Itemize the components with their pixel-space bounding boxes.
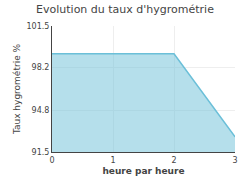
svg-text:Evolution du taux d'hygrométri: Evolution du taux d'hygrométrie: [36, 3, 214, 16]
svg-text:98.2: 98.2: [32, 63, 50, 72]
svg-text:94.8: 94.8: [32, 106, 50, 115]
svg-text:3: 3: [232, 156, 237, 165]
svg-text:91.5: 91.5: [32, 148, 50, 157]
svg-text:heure par heure: heure par heure: [102, 166, 184, 176]
svg-text:2: 2: [171, 156, 176, 165]
svg-text:0: 0: [49, 156, 54, 165]
svg-text:Taux hygrométrie %: Taux hygrométrie %: [12, 43, 22, 135]
svg-text:1: 1: [110, 156, 115, 165]
svg-text:101.5: 101.5: [26, 22, 49, 31]
